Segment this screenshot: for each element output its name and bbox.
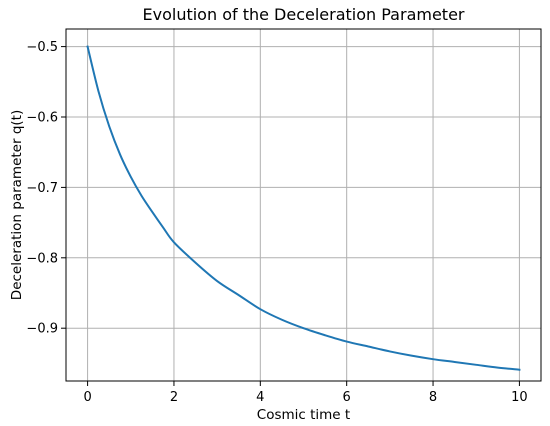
series-layer [86, 45, 521, 371]
series-line [86, 45, 521, 371]
ticks: 0 2 4 6 8 10 −0.5 −0.6 −0.7 −0.8 −0.9 [26, 40, 527, 405]
chart-title: Evolution of the Deceleration Parameter [143, 5, 465, 24]
y-tick-label: −0.5 [26, 40, 58, 55]
grid [66, 29, 541, 381]
x-tick-label: 10 [511, 390, 528, 405]
y-tick-label: −0.9 [26, 322, 58, 337]
x-tick-label: 8 [429, 390, 437, 405]
y-tick-label: −0.6 [26, 111, 58, 126]
y-tick-label: −0.8 [26, 251, 58, 266]
y-axis-label: Deceleration parameter q(t) [9, 110, 25, 300]
y-tick-label: −0.7 [26, 181, 58, 196]
plot-frame [65, 28, 542, 382]
x-tick-label: 6 [343, 390, 351, 405]
x-tick-label: 2 [170, 390, 178, 405]
x-tick-label: 4 [256, 390, 264, 405]
x-tick-label: 0 [83, 390, 91, 405]
x-axis-label: Cosmic time t [257, 407, 350, 423]
